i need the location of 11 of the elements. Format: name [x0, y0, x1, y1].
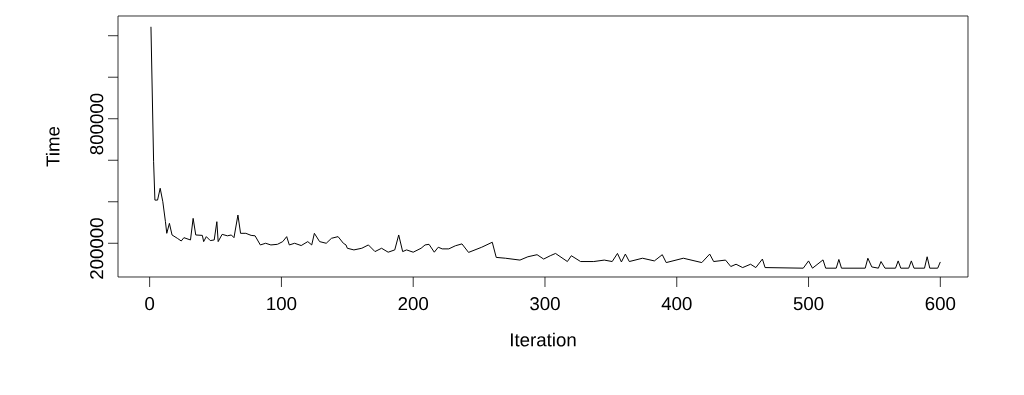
- y-tick-label: 200000: [90, 218, 104, 279]
- x-axis-title: Iteration: [511, 332, 576, 347]
- x-tick-label: 0: [145, 297, 155, 311]
- x-tick-label: 500: [793, 297, 824, 311]
- x-tick-label: 400: [661, 297, 692, 311]
- x-tick-label: 300: [530, 297, 560, 311]
- x-tick-label: 200: [398, 297, 429, 311]
- y-tick-label: 800000: [90, 93, 104, 155]
- x-tick-label: 100: [267, 297, 297, 311]
- x-tick-label: 600: [925, 297, 956, 311]
- y-axis-title: Time: [45, 126, 60, 167]
